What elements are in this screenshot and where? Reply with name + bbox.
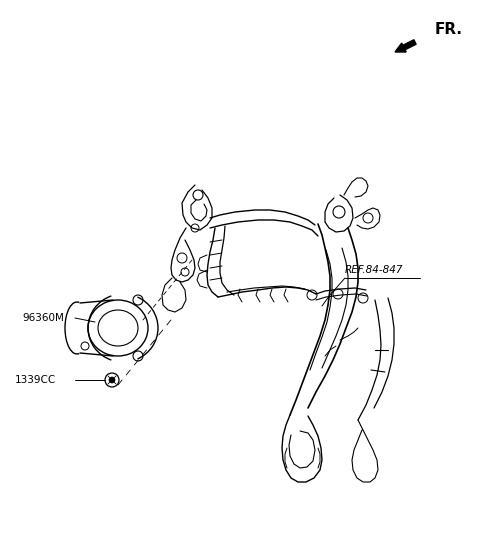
FancyArrow shape — [395, 40, 416, 52]
Text: 1339CC: 1339CC — [15, 375, 56, 385]
Text: 96360M: 96360M — [22, 313, 64, 323]
Text: REF.84-847: REF.84-847 — [345, 265, 404, 275]
Circle shape — [109, 377, 115, 383]
Text: FR.: FR. — [435, 22, 463, 37]
